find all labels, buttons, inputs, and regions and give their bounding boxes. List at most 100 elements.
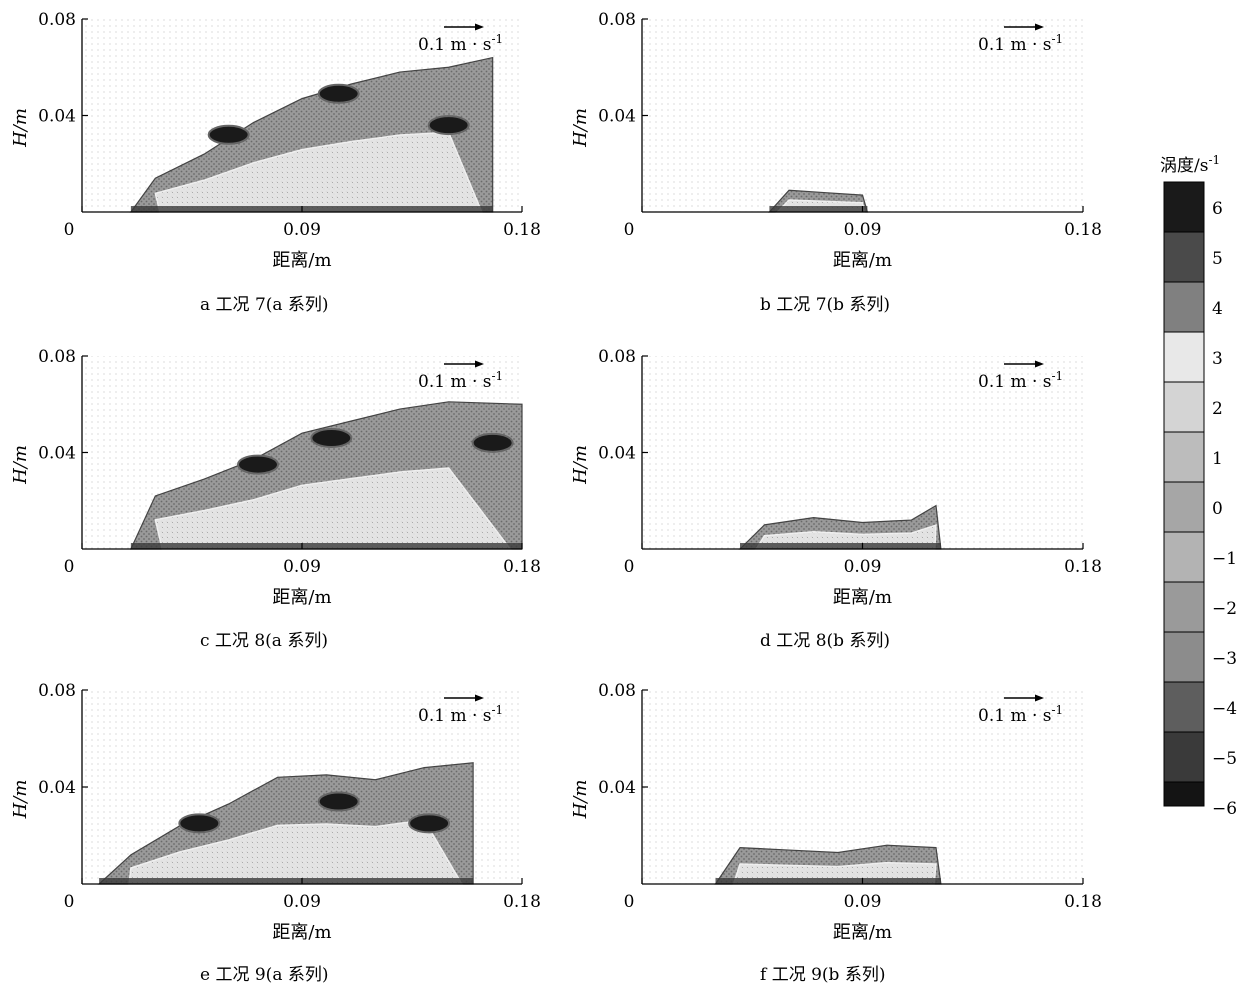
near-bed-strip-c <box>130 543 522 549</box>
vortex-core-a-1 <box>317 83 360 104</box>
colorbar-level-9: −3 <box>1212 649 1237 669</box>
colorbar-swatch-12 <box>1163 781 1205 807</box>
colorbar-swatch-2 <box>1163 281 1205 333</box>
x-axis-label-e: 距离/m <box>272 922 331 943</box>
vector-field-b <box>642 19 1083 212</box>
vorticity-band-a <box>154 131 483 213</box>
colorbar-level-11: −5 <box>1212 749 1237 769</box>
x-tick-label-a-2: 0.18 <box>503 220 541 240</box>
colorbar-level-12: −6 <box>1212 799 1237 819</box>
reference-vector-label-c: 0.1 m · s-1 <box>418 369 503 392</box>
y-tick-label-c-0: 0.04 <box>38 444 76 464</box>
panel-b: 0 0.09 0.18 0.04 0.08 距离/m H/m 0.1 m · s-1 <box>570 10 1102 271</box>
panel-f: 0 0.09 0.18 0.04 0.08 距离/m H/m 0.1 m · s-1 <box>570 681 1102 943</box>
x-tick-label-f-1: 0.09 <box>844 892 882 912</box>
colorbar-title: 涡度/s-1 <box>1160 153 1220 176</box>
panel-a-caption: a 工况 7(a 系列) <box>200 295 329 315</box>
reference-vector-text-a: 0.1 m · s <box>418 35 492 55</box>
panel-e: 0 0.09 0.18 0.04 0.08 距离/m H/m 0.1 m · s-1 <box>10 681 541 943</box>
colorbar-title-text: 涡度/s <box>1160 156 1208 176</box>
x-tick-label-c-1: 0.09 <box>283 557 321 577</box>
panel-c: 0 0.09 0.18 0.04 0.08 距离/m H/m 0.1 m · s-1 <box>10 347 541 608</box>
panel-e-caption: e 工况 9(a 系列) <box>200 965 329 985</box>
y-axis-label-b: H/m <box>570 108 591 148</box>
colorbar-swatch-5 <box>1163 431 1205 483</box>
x-tick-label-a-0: 0 <box>64 220 75 240</box>
y-tick-label-a-1: 0.08 <box>38 10 76 30</box>
x-tick-label-d-2: 0.18 <box>1064 557 1102 577</box>
colorbar-swatch-9 <box>1163 631 1205 683</box>
x-tick-label-a-1: 0.09 <box>283 220 321 240</box>
x-tick-label-c-0: 0 <box>64 557 75 577</box>
vortex-core-a-2 <box>427 115 470 136</box>
near-bed-strip-f <box>715 878 941 884</box>
reference-vector-text-b: 0.1 m · s <box>978 35 1052 55</box>
reference-vector-label-d: 0.1 m · s-1 <box>978 369 1063 392</box>
y-tick-label-e-0: 0.04 <box>38 778 76 798</box>
colorbar-level-10: −4 <box>1212 699 1237 719</box>
colorbar-level-2: 4 <box>1212 299 1223 319</box>
reference-vector-label-a: 0.1 m · s-1 <box>418 32 503 55</box>
x-tick-label-e-2: 0.18 <box>503 892 541 912</box>
vortex-core-e-1 <box>317 791 360 812</box>
reference-arrowhead-f <box>1035 694 1044 702</box>
x-tick-label-d-1: 0.09 <box>844 557 882 577</box>
panel-f-caption: f 工况 9(b 系列) <box>760 965 886 985</box>
x-tick-label-f-2: 0.18 <box>1064 892 1102 912</box>
colorbar-swatch-7 <box>1163 531 1205 583</box>
reference-vector-text-f: 0.1 m · s <box>978 706 1052 726</box>
x-tick-label-b-2: 0.18 <box>1064 220 1102 240</box>
vorticity-band-e <box>128 819 464 885</box>
y-tick-label-d-0: 0.04 <box>598 444 636 464</box>
reference-vector-exp-e: -1 <box>492 703 504 717</box>
colorbar-level-0: 6 <box>1212 199 1223 219</box>
colorbar: 涡度/s-1 6 5 4 3 2 1 0 −1 −2 −3 −4 −5 −6 <box>1160 153 1237 819</box>
vortex-core-a-0 <box>207 124 250 145</box>
colorbar-swatch-4 <box>1163 381 1205 433</box>
colorbar-level-8: −2 <box>1212 599 1237 619</box>
y-tick-label-a-0: 0.04 <box>38 107 76 127</box>
colorbar-swatch-10 <box>1163 681 1205 733</box>
vortex-core-e-0 <box>178 813 221 834</box>
colorbar-level-6: 0 <box>1212 499 1223 519</box>
x-tick-label-e-0: 0 <box>64 892 75 912</box>
y-tick-label-b-0: 0.04 <box>598 107 636 127</box>
near-bed-strip-a <box>130 206 493 212</box>
x-tick-label-b-0: 0 <box>624 220 635 240</box>
vortex-core-c-0 <box>237 454 279 475</box>
vortex-core-c-1 <box>310 428 353 449</box>
x-axis-label-a: 距离/m <box>272 250 331 271</box>
vorticity-band-c <box>154 467 512 550</box>
y-tick-label-e-1: 0.08 <box>38 681 76 701</box>
reference-vector-label-b: 0.1 m · s-1 <box>978 32 1063 55</box>
y-tick-label-c-1: 0.08 <box>38 347 76 367</box>
vortex-core-c-2 <box>471 432 514 453</box>
panel-d: 0 0.09 0.18 0.04 0.08 距离/m H/m 0.1 m · s-1 <box>570 347 1102 608</box>
x-tick-label-d-0: 0 <box>624 557 635 577</box>
reference-vector-text-d: 0.1 m · s <box>978 372 1052 392</box>
panel-d-caption: d 工况 8(b 系列) <box>760 631 891 651</box>
reference-vector-text-e: 0.1 m · s <box>418 706 492 726</box>
colorbar-swatch-8 <box>1163 581 1205 633</box>
x-axis-label-b: 距离/m <box>833 250 892 271</box>
x-axis-label-d: 距离/m <box>833 587 892 608</box>
y-tick-label-b-1: 0.08 <box>598 10 636 30</box>
reference-vector-label-f: 0.1 m · s-1 <box>978 703 1063 726</box>
x-axis-label-c: 距离/m <box>272 587 331 608</box>
colorbar-swatch-1 <box>1163 231 1205 283</box>
y-axis-label-e: H/m <box>10 780 31 820</box>
colorbar-swatch-3 <box>1163 331 1205 383</box>
reference-arrowhead-e <box>475 694 484 702</box>
reference-vector-text-c: 0.1 m · s <box>418 372 492 392</box>
x-tick-label-b-1: 0.09 <box>844 220 882 240</box>
colorbar-swatch-6 <box>1163 481 1205 533</box>
panel-a: 0 0.09 0.18 0.04 0.08 距离/m H/m 0.1 m · s-1 <box>10 10 541 271</box>
x-axis-label-f: 距离/m <box>833 922 892 943</box>
x-tick-label-e-1: 0.09 <box>283 892 321 912</box>
reference-vector-exp-d: -1 <box>1052 369 1064 383</box>
reference-vector-exp-c: -1 <box>492 369 504 383</box>
near-bed-strip-e <box>99 878 474 884</box>
colorbar-swatch-11 <box>1163 731 1205 783</box>
